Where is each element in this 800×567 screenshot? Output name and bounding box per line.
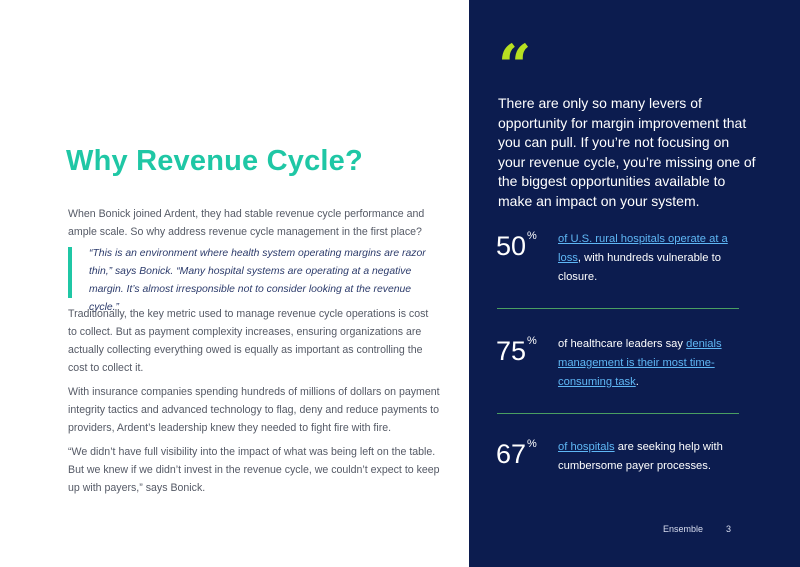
quote-text: “This is an environment where health sys… bbox=[89, 248, 426, 313]
stat-number: 67% bbox=[496, 438, 537, 469]
stat-block-1: 50% of U.S. rural hospitals operate at a… bbox=[496, 230, 746, 303]
stat-link[interactable]: of hospitals bbox=[558, 441, 615, 453]
blockquote: “This is an environment where health sys… bbox=[68, 245, 440, 313]
stat-block-2: 75% of healthcare leaders say denials ma… bbox=[496, 335, 746, 408]
stat-description: of healthcare leaders say denials manage… bbox=[558, 338, 722, 388]
intro-paragraph: When Bonick joined Ardent, they had stab… bbox=[68, 208, 425, 238]
stat-description: of hospitals are seeking help with cumbe… bbox=[558, 441, 723, 472]
left-panel: Why Revenue Cycle? When Bonick joined Ar… bbox=[66, 145, 440, 494]
footer-brand: Ensemble bbox=[663, 524, 704, 534]
stat-link[interactable]: of U.S. rural hospitals operate at a los… bbox=[558, 233, 728, 264]
right-panel bbox=[469, 0, 800, 567]
stat-description: of U.S. rural hospitals operate at a los… bbox=[558, 233, 728, 283]
body-paragraph-3: With insurance companies spending hundre… bbox=[68, 386, 440, 434]
quote-mark-icon: “ bbox=[498, 32, 531, 100]
quote-accent-bar bbox=[68, 247, 72, 298]
stat-block-3: 67% of hospitals are seeking help with c… bbox=[496, 438, 746, 511]
divider bbox=[497, 413, 739, 414]
stat-link[interactable]: denials management is their most time-co… bbox=[558, 338, 722, 388]
divider bbox=[497, 308, 739, 309]
pull-quote: There are only so many levers of opportu… bbox=[498, 95, 756, 209]
page-number: 3 bbox=[726, 524, 732, 534]
body-paragraph-2: Traditionally, the key metric used to ma… bbox=[68, 308, 429, 374]
stat-number: 75% bbox=[496, 335, 537, 366]
page-title: Why Revenue Cycle? bbox=[66, 145, 363, 177]
stat-number: 50% bbox=[496, 230, 537, 261]
body-paragraph-4: “We didn’t have full visibility into the… bbox=[68, 446, 440, 494]
